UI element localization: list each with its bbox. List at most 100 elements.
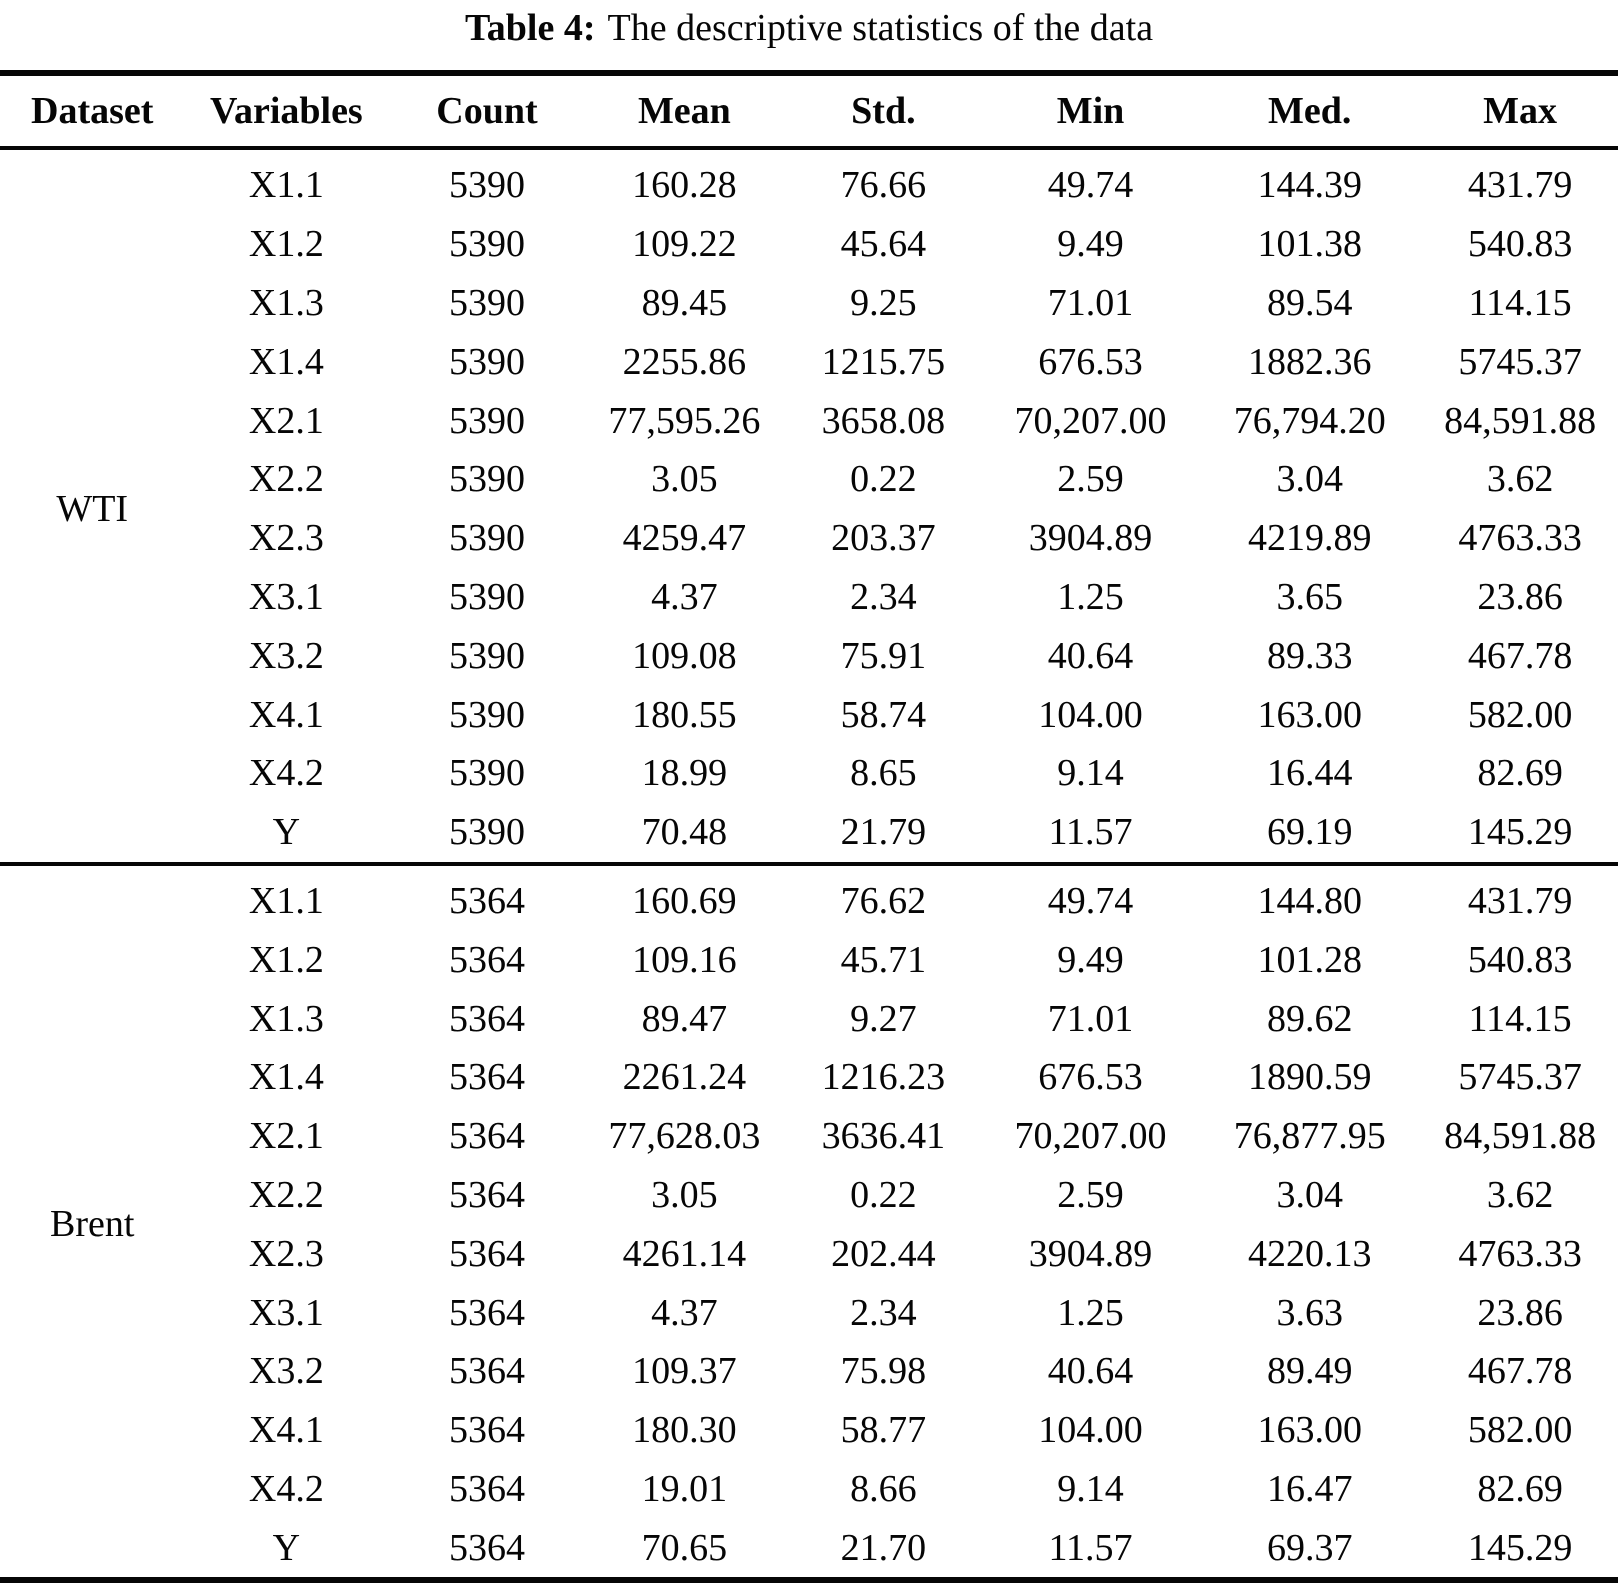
value-cell: 5745.37 [1458, 340, 1582, 383]
col-header-min: Min [983, 73, 1198, 150]
value-cell: 40.64 [1047, 1350, 1134, 1393]
value-cell: 71.01 [1047, 997, 1134, 1040]
table-row-wti-x1.4: X1.4 5390 2255.86 1215.75 676.53 1882.36 5745.… [0, 332, 1618, 391]
value-cell: 82.69 [1477, 752, 1563, 795]
value-cell: 202.44 [831, 1232, 936, 1275]
table-row-wti-x1.2: X1.2 5390 109.22 45.64 9.49 101.38 540.83 [0, 215, 1618, 274]
value-cell: 4763.33 [1458, 517, 1582, 560]
value-cell: 109.08 [632, 634, 737, 677]
value-cell: 5745.37 [1458, 1056, 1582, 1099]
value-cell: 2.34 [850, 575, 917, 618]
value-cell: 77,628.03 [608, 1115, 761, 1158]
value-cell: 1.25 [1057, 1291, 1124, 1334]
value-cell: 89.47 [641, 997, 728, 1040]
value-cell: 5390 [448, 517, 525, 560]
table-caption-text: The descriptive statistics of the data [607, 7, 1154, 49]
value-cell: 84,591.88 [1444, 1115, 1597, 1158]
col-header-dataset: Dataset [0, 73, 185, 150]
variable-cell: X2.2 [248, 1173, 324, 1216]
value-cell: 0.22 [850, 1173, 917, 1216]
value-cell: 467.78 [1467, 634, 1573, 677]
value-cell: 69.19 [1266, 811, 1353, 854]
value-cell: 1215.75 [821, 340, 946, 383]
value-cell: 70,207.00 [1014, 399, 1167, 442]
header-row: Dataset Variables Count Mean Std. Min Me… [0, 73, 1618, 150]
col-header-variables: Variables [184, 73, 389, 150]
table-caption-label: Table 4: [464, 7, 596, 49]
value-cell: 49.74 [1047, 164, 1134, 207]
value-cell: 45.64 [840, 223, 927, 266]
value-cell: 5390 [448, 458, 525, 501]
table-row-wti-x4.1: X4.1 5390 180.55 58.74 104.00 163.00 582.00 [0, 685, 1618, 744]
col-header-count: Count [388, 73, 586, 150]
value-cell: 2255.86 [622, 340, 747, 383]
value-cell: 5364 [448, 1291, 525, 1334]
value-cell: 8.65 [850, 752, 917, 795]
value-cell: 4261.14 [622, 1232, 747, 1275]
value-cell: 5390 [448, 164, 525, 207]
value-cell: 77,595.26 [608, 399, 761, 442]
value-cell: 11.57 [1048, 811, 1133, 854]
value-cell: 540.83 [1467, 223, 1573, 266]
value-cell: 21.70 [840, 1526, 927, 1569]
variable-cell: X1.4 [248, 1056, 324, 1099]
value-cell: 104.00 [1038, 1409, 1143, 1452]
value-cell: 5390 [448, 223, 525, 266]
value-cell: 76.66 [840, 164, 927, 207]
variable-cell: X3.2 [248, 634, 324, 677]
variable-cell: X1.2 [248, 223, 324, 266]
value-cell: 40.64 [1047, 634, 1134, 677]
value-cell: 3.63 [1276, 1291, 1343, 1334]
col-header-mean: Mean [585, 73, 784, 150]
value-cell: 82.69 [1477, 1467, 1563, 1510]
value-cell: 3.65 [1276, 575, 1343, 618]
value-cell: 3904.89 [1028, 517, 1153, 560]
value-cell: 2.59 [1057, 458, 1124, 501]
value-cell: 9.25 [850, 281, 917, 324]
value-cell: 23.86 [1477, 575, 1563, 618]
value-cell: 3.05 [651, 458, 718, 501]
table-row-wti-x3.2: X3.2 5390 109.08 75.91 40.64 89.33 467.78 [0, 626, 1618, 685]
value-cell: 84,591.88 [1444, 399, 1597, 442]
table-caption: Table 4: The descriptive statistics of th… [0, 0, 1618, 64]
variable-cell: Y [272, 1526, 301, 1569]
value-cell: 3636.41 [821, 1115, 946, 1158]
value-cell: 144.39 [1257, 164, 1362, 207]
table-row-brent-x3.2: X3.2 5364 109.37 75.98 40.64 89.49 467.78 [0, 1342, 1618, 1401]
value-cell: 109.22 [632, 223, 737, 266]
value-cell: 3.04 [1276, 1173, 1343, 1216]
value-cell: 3.62 [1486, 1173, 1554, 1216]
table-row-brent-x1.4: X1.4 5364 2261.24 1216.23 676.53 1890.59 5745.… [0, 1048, 1618, 1107]
table-row-brent-x2.1: X2.1 5364 77,628.03 3636.41 70,207.00 76,877.… [0, 1107, 1618, 1166]
variable-cell: X3.1 [248, 1291, 324, 1334]
value-cell: 16.47 [1266, 1467, 1353, 1510]
table-row-wti-x3.1: X3.1 5390 4.37 2.34 1.25 3.65 23.86 [0, 568, 1618, 627]
value-cell: 5390 [448, 693, 525, 736]
value-cell: 163.00 [1257, 693, 1362, 736]
value-cell: 109.37 [632, 1350, 737, 1393]
value-cell: 203.37 [831, 517, 936, 560]
value-cell: 4219.89 [1247, 517, 1372, 560]
value-cell: 3.62 [1486, 458, 1554, 501]
value-cell: 5364 [448, 1467, 525, 1510]
table-body: WTI X1.1 5390 160.28 76.66 49.74 144.39 431.79 X… [0, 148, 1618, 1581]
value-cell: 540.83 [1467, 938, 1573, 981]
value-cell: 5364 [448, 1526, 525, 1569]
variable-cell: X4.1 [248, 1409, 324, 1452]
value-cell: 89.33 [1266, 634, 1353, 677]
value-cell: 144.80 [1197, 861, 1423, 931]
table-row-brent-x1.3: X1.3 5364 89.47 9.27 71.01 89.62 114.15 [0, 989, 1618, 1048]
col-header-max: Max [1422, 73, 1618, 150]
value-cell: 582.00 [1467, 693, 1573, 736]
value-cell: 1.25 [1057, 575, 1124, 618]
table-row-wti-x2.3: X2.3 5390 4259.47 203.37 3904.89 4219.89 4763.… [0, 509, 1618, 568]
variable-cell: X4.1 [248, 693, 324, 736]
value-cell: 431.79 [1467, 164, 1573, 207]
value-cell: 1882.36 [1247, 340, 1372, 383]
value-cell: 4259.47 [622, 517, 747, 560]
table-row-wti-y: Y 5390 70.48 21.79 11.57 69.19 145.29 [0, 803, 1618, 864]
variable-cell: X2.3 [248, 1232, 324, 1275]
value-cell: 145.29 [1467, 1526, 1573, 1569]
value-cell: 5390 [448, 340, 525, 383]
